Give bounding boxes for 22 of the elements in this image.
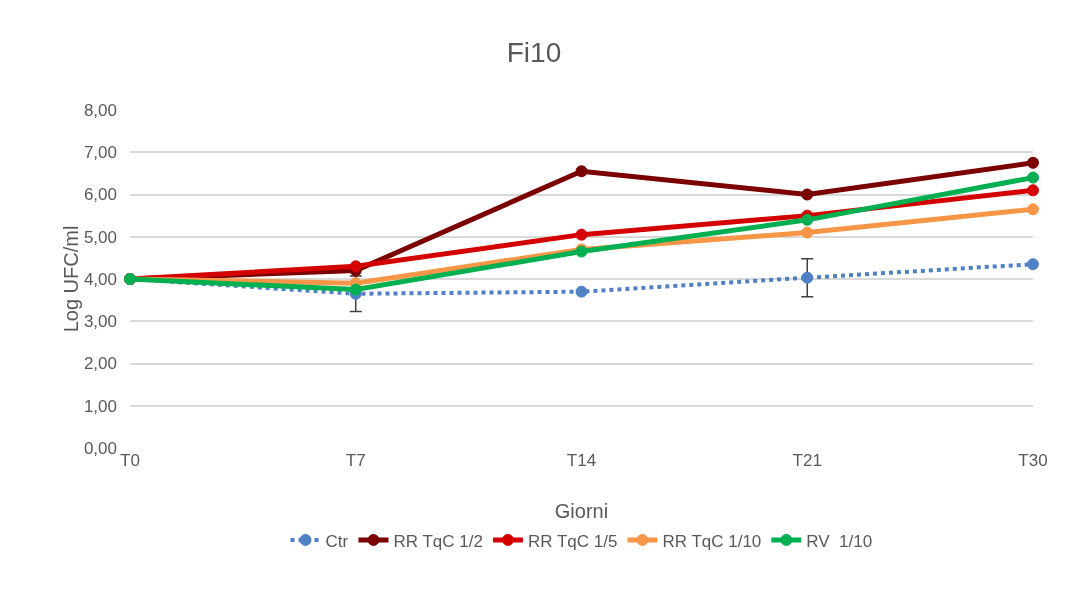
y-tick-label: 0,00 <box>83 438 117 458</box>
y-tick-label: 5,00 <box>83 227 117 247</box>
y-tick-label: 4,00 <box>83 269 117 289</box>
y-tick-label: 8,00 <box>83 100 117 120</box>
legend-label: RR TqC 1/10 <box>662 531 762 551</box>
chart-title: Fi10 <box>506 37 562 69</box>
x-tick-label: T30 <box>1018 451 1048 470</box>
x-axis-title: Giorni <box>554 500 609 522</box>
legend-label: RV 1/10 <box>806 531 873 551</box>
legend-label: RR TqC 1/5 <box>527 531 618 551</box>
y-tick-label: 7,00 <box>83 143 117 163</box>
y-tick-label: 3,00 <box>83 312 117 332</box>
x-tick-label: T7 <box>345 451 366 470</box>
legend-label: RR TqC 1/2 <box>393 531 483 551</box>
y-tick-label: 6,00 <box>83 185 117 205</box>
x-tick-label: T0 <box>120 451 140 470</box>
x-tick-label: T21 <box>792 451 822 470</box>
y-tick-label: 2,00 <box>83 354 117 374</box>
legend-label: Ctr <box>325 531 349 551</box>
y-axis-title: Log UFC/ml <box>59 225 82 333</box>
y-tick-label: 1,00 <box>83 396 117 416</box>
x-tick-label: T14 <box>566 451 597 470</box>
